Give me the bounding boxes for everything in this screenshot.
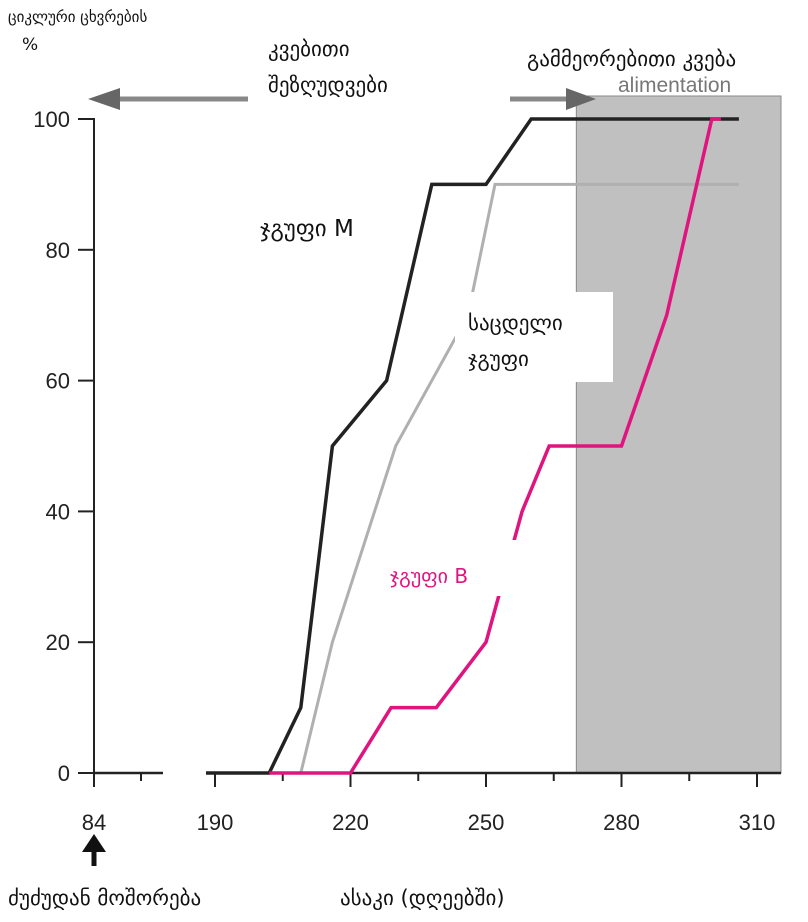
x-tick-label: 84	[82, 810, 106, 835]
y-ticks: 0 20 40 60 80 100	[33, 107, 94, 786]
group-b-label-box	[378, 540, 530, 596]
x-tick-label: 310	[739, 810, 776, 835]
refeeding-label-behind: alimentation	[618, 74, 731, 97]
y-tick-label: 40	[46, 499, 70, 524]
x-tick-label: 220	[332, 810, 369, 835]
series-label-b: ჯგუფი B	[390, 564, 468, 588]
restriction-arrow	[88, 88, 248, 110]
refeeding-region	[575, 95, 782, 774]
restriction-label-line2: შეზღუდვები	[268, 73, 388, 97]
series-label-m: ჯგუფი M	[260, 216, 354, 242]
refeeding-label: გამმეორებითი კვება	[527, 47, 736, 71]
series-line-0	[206, 117, 739, 775]
x-tick-label: 190	[197, 810, 234, 835]
y-tick-label: 20	[46, 630, 70, 655]
y-axis-title: ციკლური ცხვრების	[8, 8, 147, 26]
x-ticks: 84 190 220 250 280 310	[82, 773, 776, 835]
series-label-test-line2: ჯგუფი	[468, 347, 529, 371]
refeeding-arrow	[510, 88, 596, 110]
weaning-label: ძუძუდან მოშორება	[8, 886, 201, 910]
x-axis-title: ასაკი (დღეებში)	[340, 886, 505, 910]
y-tick-label: 80	[46, 238, 70, 263]
y-tick-label: 60	[46, 369, 70, 394]
x-tick-label: 250	[468, 810, 505, 835]
test-group-label-box	[455, 292, 613, 382]
y-tick-label: 0	[58, 761, 70, 786]
series-layer	[206, 117, 739, 775]
restriction-label-line1: კვებითი	[268, 37, 350, 61]
x-tick-label: 280	[603, 810, 640, 835]
series-line-2	[269, 117, 721, 775]
series-line-1	[299, 182, 739, 774]
weaning-arrow	[82, 834, 106, 866]
y-tick-label: 100	[33, 107, 70, 132]
y-axis-unit: %	[22, 35, 38, 55]
series-label-test-line1: საცდელი	[468, 311, 563, 335]
